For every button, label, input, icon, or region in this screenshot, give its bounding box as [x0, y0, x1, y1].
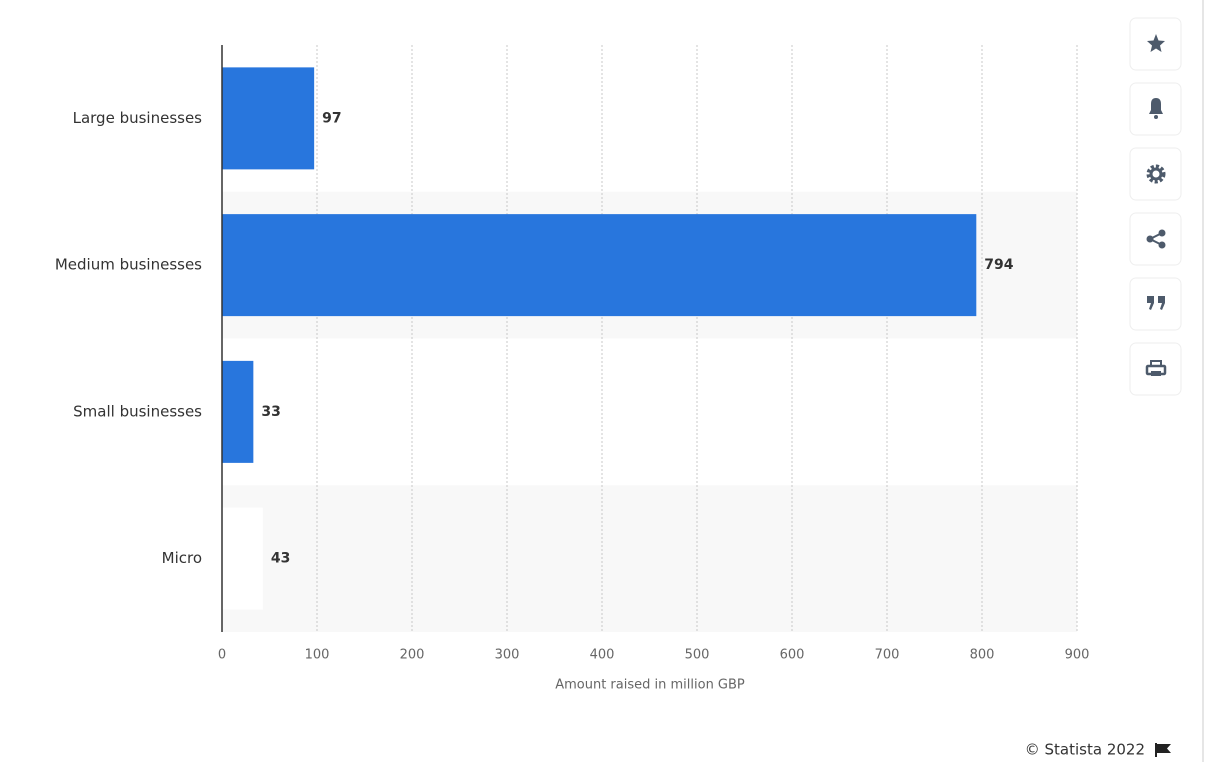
notification-button[interactable]: [1129, 82, 1182, 136]
y-tick-label: Medium businesses: [55, 256, 202, 274]
x-tick-label: 100: [305, 648, 330, 663]
settings-button[interactable]: [1129, 147, 1182, 201]
x-tick-label: 400: [590, 648, 615, 663]
x-tick-label: 900: [1065, 648, 1090, 663]
y-tick-label: Small businesses: [73, 402, 202, 420]
y-tick-label: Micro: [162, 549, 202, 567]
x-tick-label: 300: [495, 648, 520, 663]
x-tick-label: 200: [400, 648, 425, 663]
bar: [222, 214, 977, 317]
flag-icon[interactable]: [1155, 743, 1171, 757]
x-tick-label: 500: [685, 648, 710, 663]
cite-button[interactable]: [1129, 277, 1182, 331]
x-tick-label: 700: [875, 648, 900, 663]
value-label: 33: [261, 404, 280, 420]
credit: © Statista 2022: [1025, 741, 1145, 759]
favorite-button[interactable]: [1129, 17, 1182, 71]
bar: [222, 360, 254, 463]
bar: [222, 67, 315, 170]
value-label: 794: [984, 257, 1013, 273]
x-tick-label: 600: [780, 648, 805, 663]
band-stripe: [222, 485, 1077, 632]
bar: [222, 507, 263, 610]
y-tick-label: Large businesses: [73, 109, 203, 127]
x-tick-label: 800: [970, 648, 995, 663]
x-tick-label: 0: [218, 648, 226, 663]
x-axis-label: Amount raised in million GBP: [555, 678, 745, 693]
value-label: 97: [322, 110, 341, 126]
value-label: 43: [271, 551, 290, 567]
print-button[interactable]: [1129, 342, 1182, 396]
share-button[interactable]: [1129, 212, 1182, 266]
